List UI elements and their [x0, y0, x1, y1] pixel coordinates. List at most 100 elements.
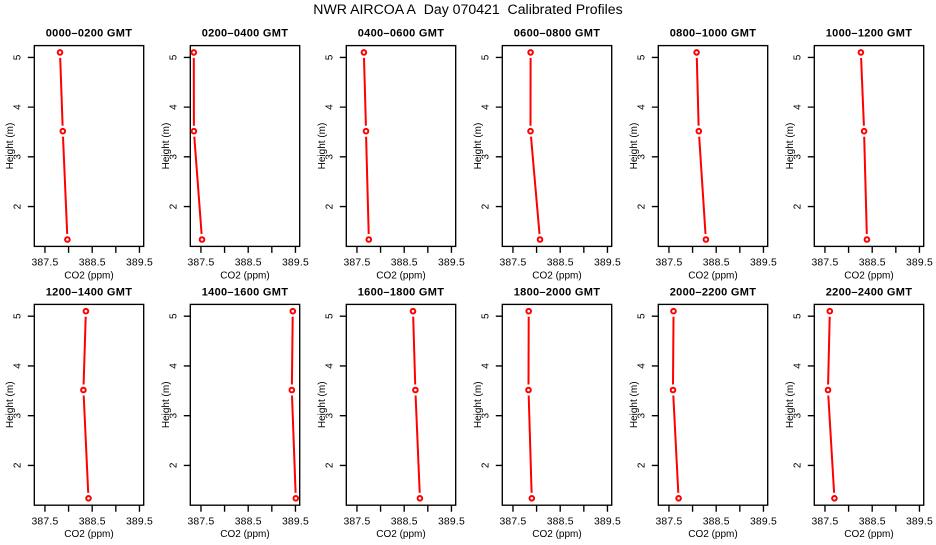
svg-text:5: 5 [325, 313, 336, 319]
svg-text:387.5: 387.5 [31, 258, 58, 269]
svg-text:4: 4 [481, 104, 492, 110]
svg-text:5: 5 [13, 54, 24, 60]
svg-text:388.5: 388.5 [547, 258, 574, 269]
svg-text:3: 3 [13, 154, 24, 160]
svg-text:2: 2 [481, 203, 492, 209]
svg-text:3: 3 [481, 412, 492, 418]
svg-text:Height (m): Height (m) [5, 381, 16, 428]
svg-text:2: 2 [169, 462, 180, 468]
svg-text:CO2 (ppm): CO2 (ppm) [532, 529, 581, 540]
svg-text:Height (m): Height (m) [473, 381, 484, 428]
svg-text:5: 5 [13, 313, 24, 319]
svg-text:387.5: 387.5 [811, 516, 838, 527]
svg-text:Height (m): Height (m) [317, 381, 328, 428]
svg-text:389.5: 389.5 [906, 258, 933, 269]
svg-text:4: 4 [793, 104, 804, 110]
svg-text:0000–0200 GMT: 0000–0200 GMT [46, 28, 132, 40]
svg-text:CO2 (ppm): CO2 (ppm) [376, 529, 425, 540]
svg-text:387.5: 387.5 [811, 258, 838, 269]
svg-text:CO2 (ppm): CO2 (ppm) [220, 529, 269, 540]
svg-text:389.5: 389.5 [126, 258, 153, 269]
svg-text:CO2 (ppm): CO2 (ppm) [64, 529, 113, 540]
svg-text:388.5: 388.5 [391, 258, 418, 269]
svg-text:389.5: 389.5 [750, 258, 777, 269]
svg-text:CO2 (ppm): CO2 (ppm) [376, 270, 425, 281]
svg-text:387.5: 387.5 [499, 516, 526, 527]
svg-text:2: 2 [169, 203, 180, 209]
svg-text:Height (m): Height (m) [317, 123, 328, 170]
svg-text:5: 5 [793, 313, 804, 319]
svg-text:2: 2 [13, 203, 24, 209]
svg-text:389.5: 389.5 [438, 258, 465, 269]
svg-text:5: 5 [793, 54, 804, 60]
svg-text:CO2 (ppm): CO2 (ppm) [844, 529, 893, 540]
svg-text:0400–0600 GMT: 0400–0600 GMT [358, 28, 444, 40]
svg-text:CO2 (ppm): CO2 (ppm) [844, 270, 893, 281]
svg-text:CO2 (ppm): CO2 (ppm) [532, 270, 581, 281]
svg-text:2: 2 [637, 203, 648, 209]
svg-text:389.5: 389.5 [126, 516, 153, 527]
svg-text:389.5: 389.5 [594, 258, 621, 269]
svg-text:0200–0400 GMT: 0200–0400 GMT [202, 28, 288, 40]
svg-text:Height (m): Height (m) [161, 381, 172, 428]
svg-text:389.5: 389.5 [594, 516, 621, 527]
svg-text:4: 4 [169, 104, 180, 110]
svg-text:3: 3 [793, 412, 804, 418]
svg-text:3: 3 [637, 154, 648, 160]
svg-text:387.5: 387.5 [655, 516, 682, 527]
svg-text:5: 5 [637, 54, 648, 60]
svg-text:4: 4 [169, 363, 180, 369]
svg-text:388.5: 388.5 [235, 258, 262, 269]
svg-text:CO2 (ppm): CO2 (ppm) [688, 270, 737, 281]
svg-text:387.5: 387.5 [343, 516, 370, 527]
svg-text:1200–1400 GMT: 1200–1400 GMT [46, 287, 132, 299]
svg-text:4: 4 [325, 363, 336, 369]
svg-text:2: 2 [793, 203, 804, 209]
svg-text:387.5: 387.5 [499, 258, 526, 269]
svg-text:4: 4 [481, 363, 492, 369]
svg-text:CO2 (ppm): CO2 (ppm) [688, 529, 737, 540]
svg-text:0600–0800 GMT: 0600–0800 GMT [514, 28, 600, 40]
svg-text:388.5: 388.5 [235, 516, 262, 527]
svg-text:2: 2 [637, 462, 648, 468]
svg-text:1600–1800 GMT: 1600–1800 GMT [358, 287, 444, 299]
svg-text:2: 2 [325, 203, 336, 209]
svg-text:3: 3 [13, 412, 24, 418]
svg-text:Height (m): Height (m) [785, 123, 796, 170]
svg-text:388.5: 388.5 [391, 516, 418, 527]
svg-text:387.5: 387.5 [187, 258, 214, 269]
svg-text:388.5: 388.5 [859, 258, 886, 269]
svg-text:5: 5 [637, 313, 648, 319]
svg-text:3: 3 [637, 412, 648, 418]
svg-text:5: 5 [169, 54, 180, 60]
svg-text:4: 4 [637, 363, 648, 369]
svg-text:3: 3 [793, 154, 804, 160]
svg-text:388.5: 388.5 [79, 516, 106, 527]
svg-text:389.5: 389.5 [282, 258, 309, 269]
svg-text:3: 3 [325, 154, 336, 160]
svg-text:2200–2400 GMT: 2200–2400 GMT [826, 287, 912, 299]
svg-text:5: 5 [169, 313, 180, 319]
svg-text:2: 2 [481, 462, 492, 468]
svg-text:Height (m): Height (m) [785, 381, 796, 428]
svg-text:388.5: 388.5 [703, 258, 730, 269]
svg-text:387.5: 387.5 [655, 258, 682, 269]
svg-text:5: 5 [325, 54, 336, 60]
svg-text:389.5: 389.5 [906, 516, 933, 527]
svg-text:1400–1600 GMT: 1400–1600 GMT [202, 287, 288, 299]
svg-text:4: 4 [325, 104, 336, 110]
svg-text:CO2 (ppm): CO2 (ppm) [64, 270, 113, 281]
svg-text:388.5: 388.5 [79, 258, 106, 269]
svg-text:3: 3 [325, 412, 336, 418]
svg-text:389.5: 389.5 [282, 516, 309, 527]
svg-text:2: 2 [793, 462, 804, 468]
svg-text:2: 2 [13, 462, 24, 468]
svg-text:3: 3 [169, 412, 180, 418]
svg-text:3: 3 [169, 154, 180, 160]
svg-text:CO2 (ppm): CO2 (ppm) [220, 270, 269, 281]
svg-text:388.5: 388.5 [859, 516, 886, 527]
svg-text:1800–2000 GMT: 1800–2000 GMT [514, 287, 600, 299]
svg-text:Height (m): Height (m) [629, 123, 640, 170]
svg-text:Height (m): Height (m) [161, 123, 172, 170]
svg-text:388.5: 388.5 [703, 516, 730, 527]
